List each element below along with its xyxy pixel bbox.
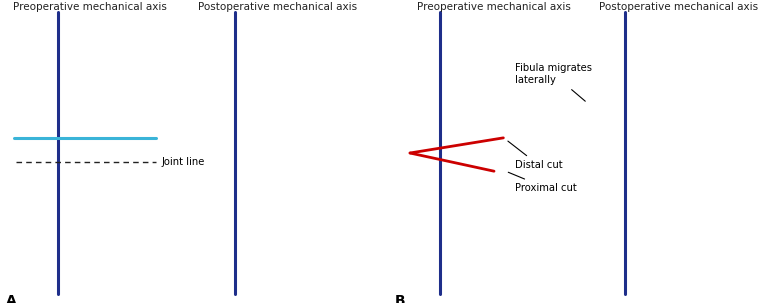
Text: Preoperative mechanical axis: Preoperative mechanical axis	[417, 2, 571, 12]
Text: B: B	[395, 294, 406, 303]
Text: Fibula migrates
laterally: Fibula migrates laterally	[515, 63, 592, 101]
Text: Joint line: Joint line	[162, 157, 205, 167]
Text: A: A	[6, 294, 17, 303]
Text: Postoperative mechanical axis: Postoperative mechanical axis	[198, 2, 357, 12]
Text: Proximal cut: Proximal cut	[508, 172, 576, 193]
Text: Preoperative mechanical axis: Preoperative mechanical axis	[12, 2, 166, 12]
Text: Postoperative mechanical axis: Postoperative mechanical axis	[599, 2, 758, 12]
Text: Distal cut: Distal cut	[508, 141, 562, 170]
